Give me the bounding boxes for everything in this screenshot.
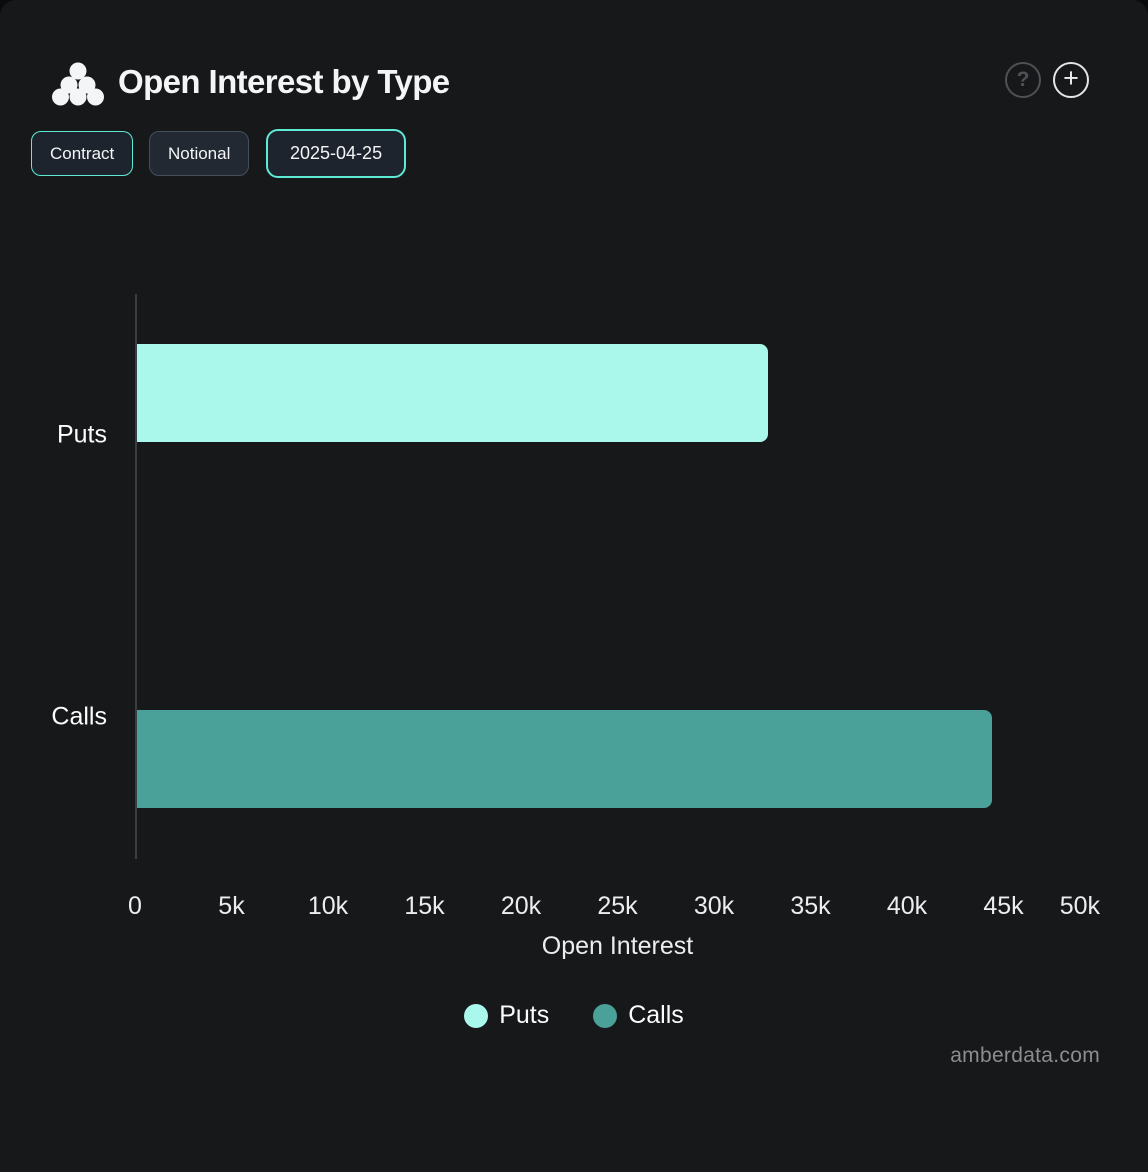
legend-label: Calls (628, 1001, 684, 1029)
legend-item-calls[interactable]: Calls (593, 1001, 684, 1030)
x-axis-tick-label: 5k (218, 892, 245, 920)
x-axis-title: Open Interest (541, 932, 694, 960)
legend-item-puts[interactable]: Puts (464, 1001, 549, 1030)
date-select-button[interactable]: 2025-04-25 (266, 129, 407, 178)
question-mark-glyph: ? (1016, 68, 1030, 91)
contract-toggle-button[interactable]: Contract (31, 131, 134, 176)
x-axis-tick-label: 50k (1059, 892, 1100, 920)
x-axis-tick-label: 25k (597, 892, 638, 920)
chart-bar-calls[interactable] (137, 710, 992, 808)
y-axis-line (135, 294, 137, 859)
x-axis-tick-label: 30k (693, 892, 735, 920)
x-axis-tick-label: 10k (307, 892, 349, 920)
x-axis-tick-label: 15k (404, 892, 445, 920)
help-icon[interactable]: ? (1005, 62, 1041, 98)
x-axis-tick-label: 20k (500, 892, 542, 920)
chart-bar-puts[interactable] (137, 344, 769, 442)
x-axis-tick-label: 0 (128, 892, 142, 920)
legend-dot-icon (593, 1003, 618, 1028)
notional-toggle-button[interactable]: Notional (149, 131, 250, 176)
x-axis-tick-label: 40k (886, 892, 928, 920)
amberdata-dots-logo-icon (52, 62, 104, 106)
x-axis-tick-label: 45k (983, 892, 1024, 920)
watermark: amberdata.com (950, 1044, 1100, 1067)
chart-legend: Puts Calls (0, 1001, 1148, 1030)
x-axis-tick-label: 35k (790, 892, 831, 920)
add-icon[interactable]: + (1053, 62, 1089, 98)
legend-dot-icon (464, 1003, 489, 1028)
y-axis-category-label: Puts (56, 420, 107, 449)
plus-glyph: + (1063, 63, 1079, 93)
legend-label: Puts (499, 1001, 550, 1029)
y-axis-category-label: Calls (51, 702, 107, 731)
page-title: Open Interest by Type (118, 63, 450, 100)
